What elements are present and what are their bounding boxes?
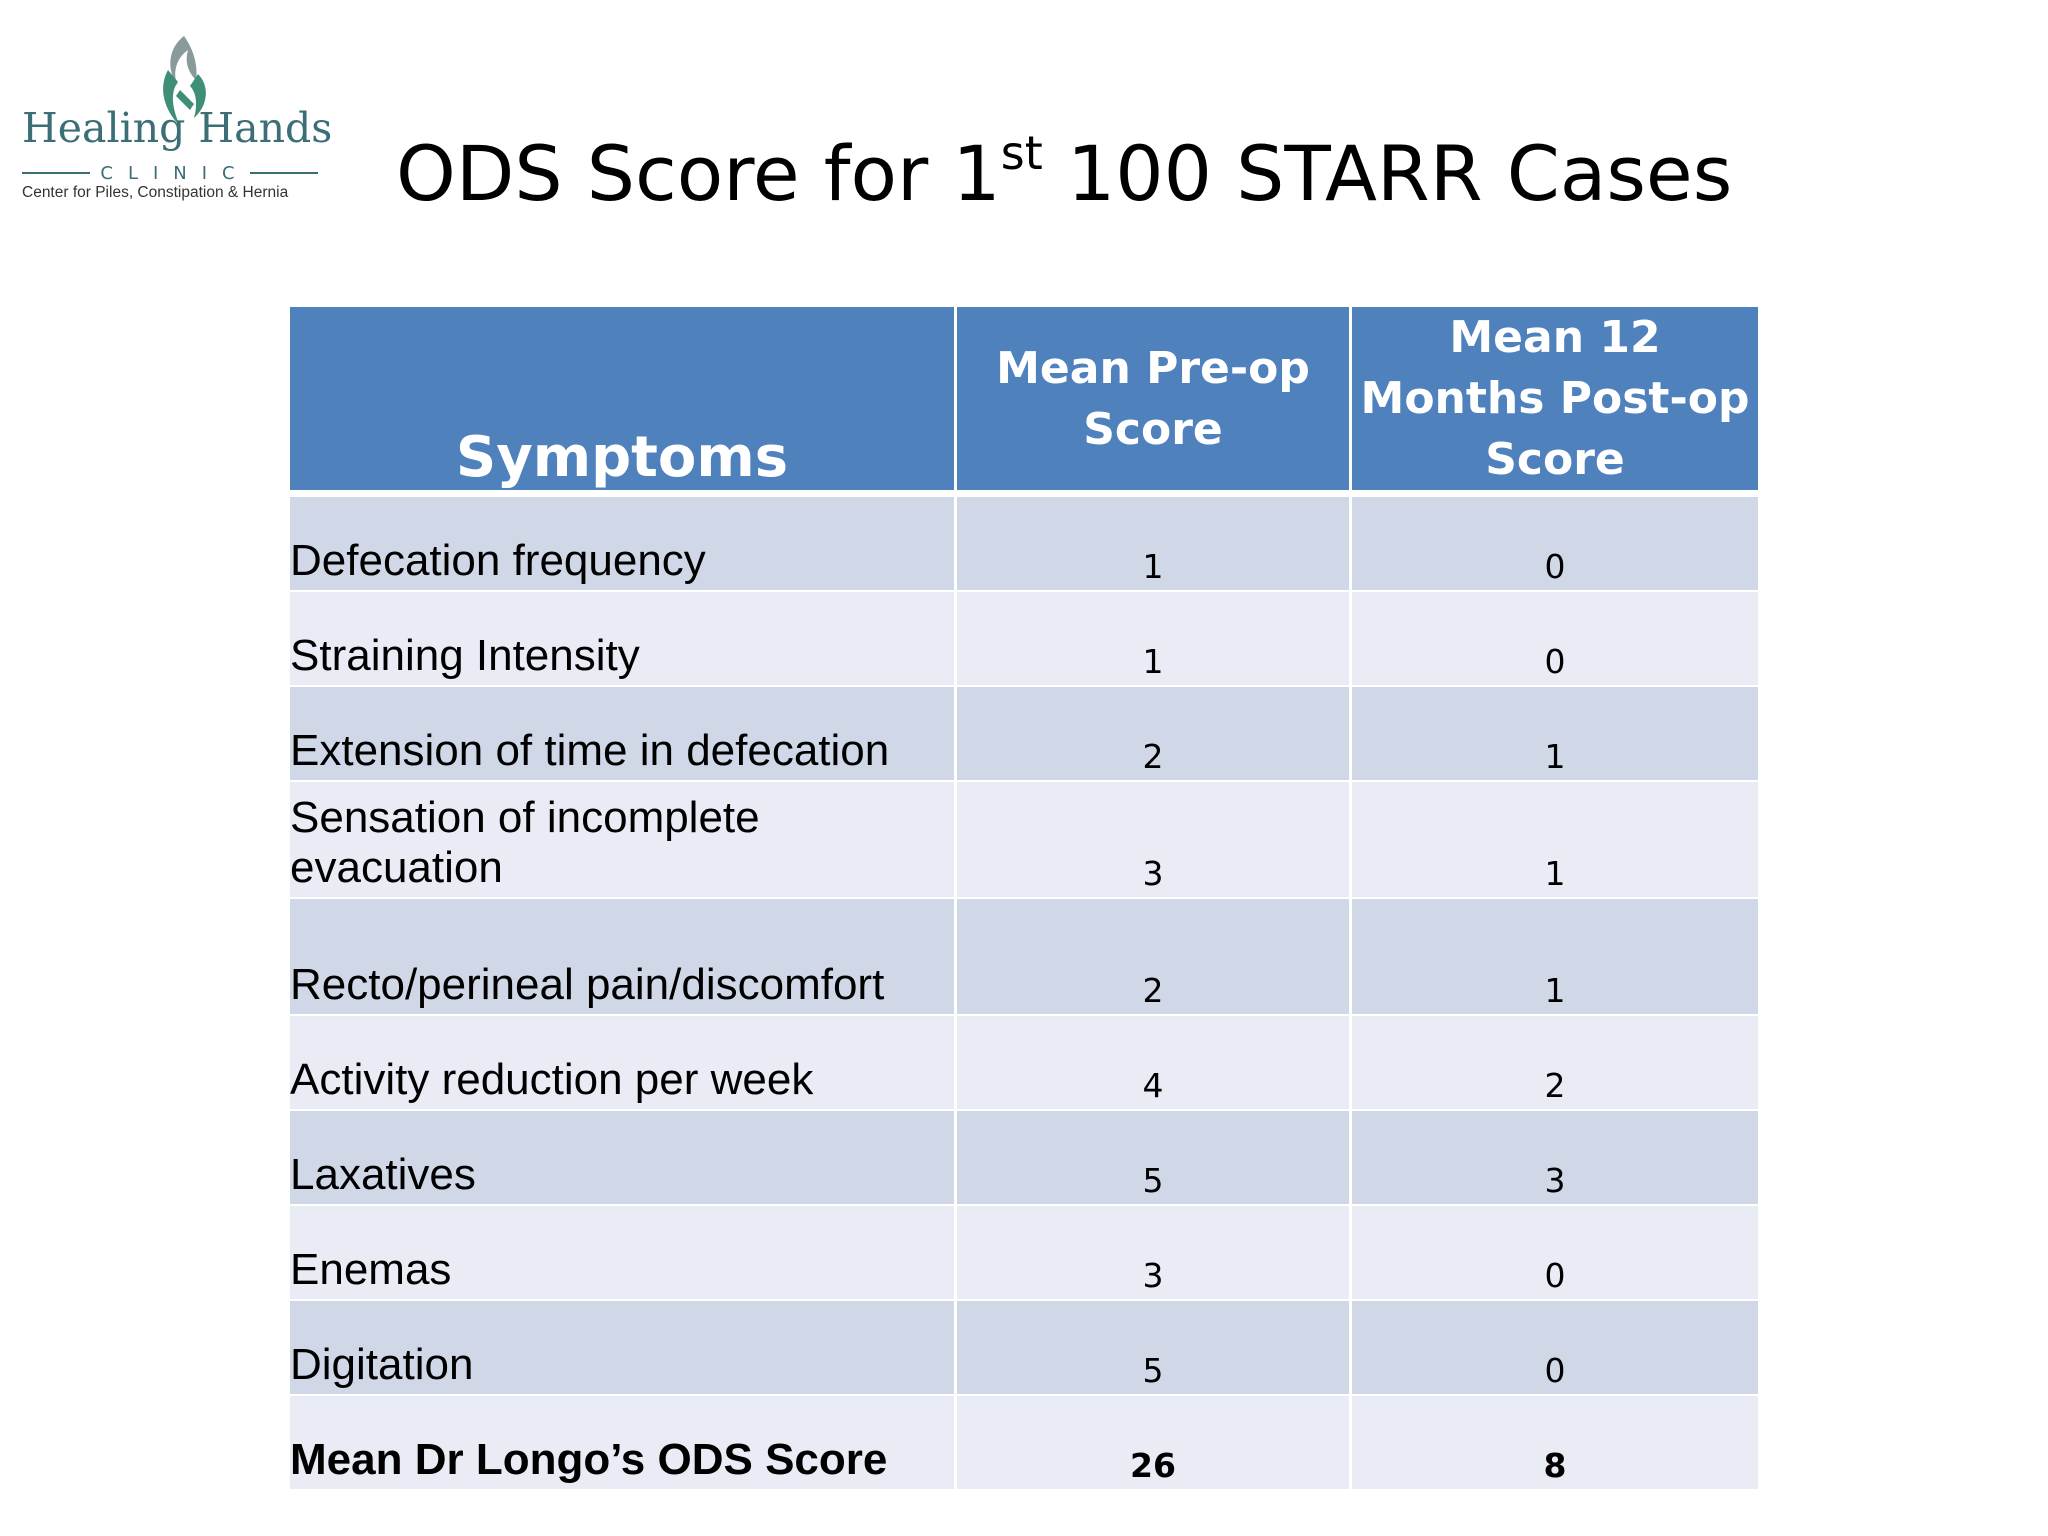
preop-cell: 2: [957, 687, 1352, 782]
header-symptoms: Symptoms: [290, 307, 957, 497]
postop-cell: 2: [1352, 1016, 1758, 1111]
title-text-before: ODS Score for 1: [396, 129, 1001, 218]
symptom-cell: Enemas: [290, 1206, 957, 1301]
total-row: Mean Dr Longo’s ODS Score 26 8: [290, 1396, 1758, 1491]
logo-rule-left: [22, 172, 91, 174]
clinic-logo: Healing Hands CLINIC Center for Piles, C…: [18, 30, 332, 210]
postop-cell: 0: [1352, 592, 1758, 687]
title-text-after: 100 STARR Cases: [1042, 129, 1733, 218]
logo-clinic-row: CLINIC: [22, 160, 318, 186]
preop-cell: 3: [957, 782, 1352, 899]
symptom-cell: Laxatives: [290, 1111, 957, 1206]
preop-cell: 5: [957, 1301, 1352, 1396]
preop-cell: 1: [957, 592, 1352, 687]
table-row: Activity reduction per week 4 2: [290, 1016, 1758, 1111]
table-row: Sensation of incomplete evacuation 3 1: [290, 782, 1758, 899]
total-preop-cell: 26: [957, 1396, 1352, 1491]
symptom-cell: Digitation: [290, 1301, 957, 1396]
postop-cell: 3: [1352, 1111, 1758, 1206]
preop-cell: 4: [957, 1016, 1352, 1111]
postop-cell: 1: [1352, 899, 1758, 1016]
logo-tagline: Center for Piles, Constipation & Hernia: [22, 184, 289, 201]
symptom-cell: Activity reduction per week: [290, 1016, 957, 1111]
symptom-cell: Extension of time in defecation: [290, 687, 957, 782]
symptom-cell: Defecation frequency: [290, 497, 957, 592]
header-postop-score: Mean 12 Months Post-op Score: [1352, 307, 1758, 497]
logo-rule-right: [249, 172, 318, 174]
title-superscript: st: [1000, 126, 1043, 180]
table-row: Defecation frequency 1 0: [290, 497, 1758, 592]
preop-cell: 2: [957, 899, 1352, 1016]
healing-hands-logo-icon: [163, 36, 206, 126]
postop-cell: 0: [1352, 1206, 1758, 1301]
postop-cell: 1: [1352, 687, 1758, 782]
table-row: Straining Intensity 1 0: [290, 592, 1758, 687]
table-row: Digitation 5 0: [290, 1301, 1758, 1396]
table-row: Extension of time in defecation 2 1: [290, 687, 1758, 782]
postop-cell: 0: [1352, 497, 1758, 592]
symptom-cell: Recto/perineal pain/discomfort: [290, 899, 957, 1016]
total-postop-cell: 8: [1352, 1396, 1758, 1491]
logo-subtitle: CLINIC: [100, 162, 250, 184]
ods-score-table: Symptoms Mean Pre-op Score Mean 12 Month…: [290, 307, 1758, 1491]
postop-cell: 0: [1352, 1301, 1758, 1396]
header-preop-score: Mean Pre-op Score: [957, 307, 1352, 497]
table-row: Laxatives 5 3: [290, 1111, 1758, 1206]
table-header-row: Symptoms Mean Pre-op Score Mean 12 Month…: [290, 307, 1758, 497]
preop-cell: 3: [957, 1206, 1352, 1301]
symptom-cell: Sensation of incomplete evacuation: [290, 782, 957, 899]
total-label-cell: Mean Dr Longo’s ODS Score: [290, 1396, 957, 1491]
preop-cell: 1: [957, 497, 1352, 592]
postop-cell: 1: [1352, 782, 1758, 899]
logo-name: Healing Hands: [22, 104, 333, 152]
symptom-cell: Straining Intensity: [290, 592, 957, 687]
preop-cell: 5: [957, 1111, 1352, 1206]
table-row: Enemas 3 0: [290, 1206, 1758, 1301]
slide-title: ODS Score for 1st 100 STARR Cases: [396, 130, 1732, 212]
table-row: Recto/perineal pain/discomfort 2 1: [290, 899, 1758, 1016]
